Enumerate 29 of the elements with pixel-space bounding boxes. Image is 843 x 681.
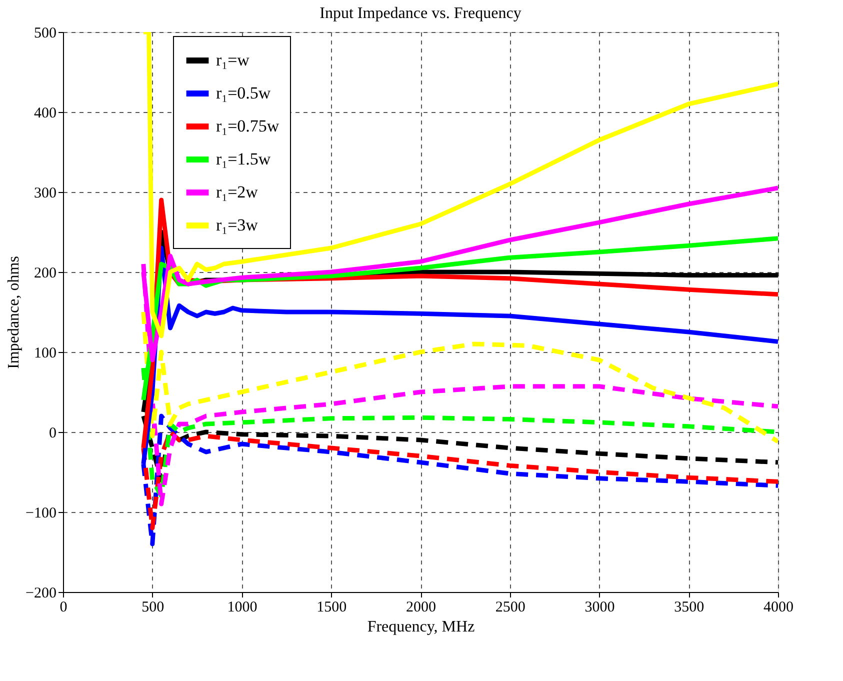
line-series [141, 310, 778, 444]
line-series [141, 414, 778, 482]
x-axis-title: Frequency, MHz [367, 618, 475, 636]
y-tick-label: 100 [34, 346, 56, 362]
x-tick-label: 1000 [227, 600, 258, 616]
y-tick-label: −100 [26, 506, 56, 522]
x-tick-label: 2500 [495, 600, 526, 616]
y-axis-title: Impedance, ohms [6, 256, 23, 369]
line-series [141, 32, 778, 338]
y-tick-label: 400 [34, 106, 56, 122]
legend-label: r₁=w [216, 50, 250, 70]
legend-label: r₁=3w [216, 216, 259, 234]
x-tick-label: 3500 [674, 600, 704, 616]
chart-title: Input Impedance vs. Frequency [320, 5, 522, 22]
x-tick-label: 3000 [584, 600, 615, 616]
y-tick-label: 200 [34, 266, 56, 282]
x-tick-label: 500 [142, 600, 164, 616]
y-tick-label: 300 [34, 186, 56, 202]
x-tick-label: 4000 [764, 600, 794, 616]
y-tick-label: 500 [34, 26, 56, 42]
x-tick-label: 1500 [316, 600, 347, 616]
y-tick-label: −200 [26, 586, 56, 602]
legend-label: r₁=0.5w [216, 84, 272, 102]
legend-label: r₁=1.5w [216, 150, 272, 168]
legend-label: r₁=2w [216, 182, 259, 202]
x-tick-label: 2000 [406, 600, 436, 616]
x-tick-label: 0 [60, 600, 68, 616]
legend-label: r₁=0.75w [216, 116, 280, 136]
y-tick-label: 0 [49, 426, 56, 442]
